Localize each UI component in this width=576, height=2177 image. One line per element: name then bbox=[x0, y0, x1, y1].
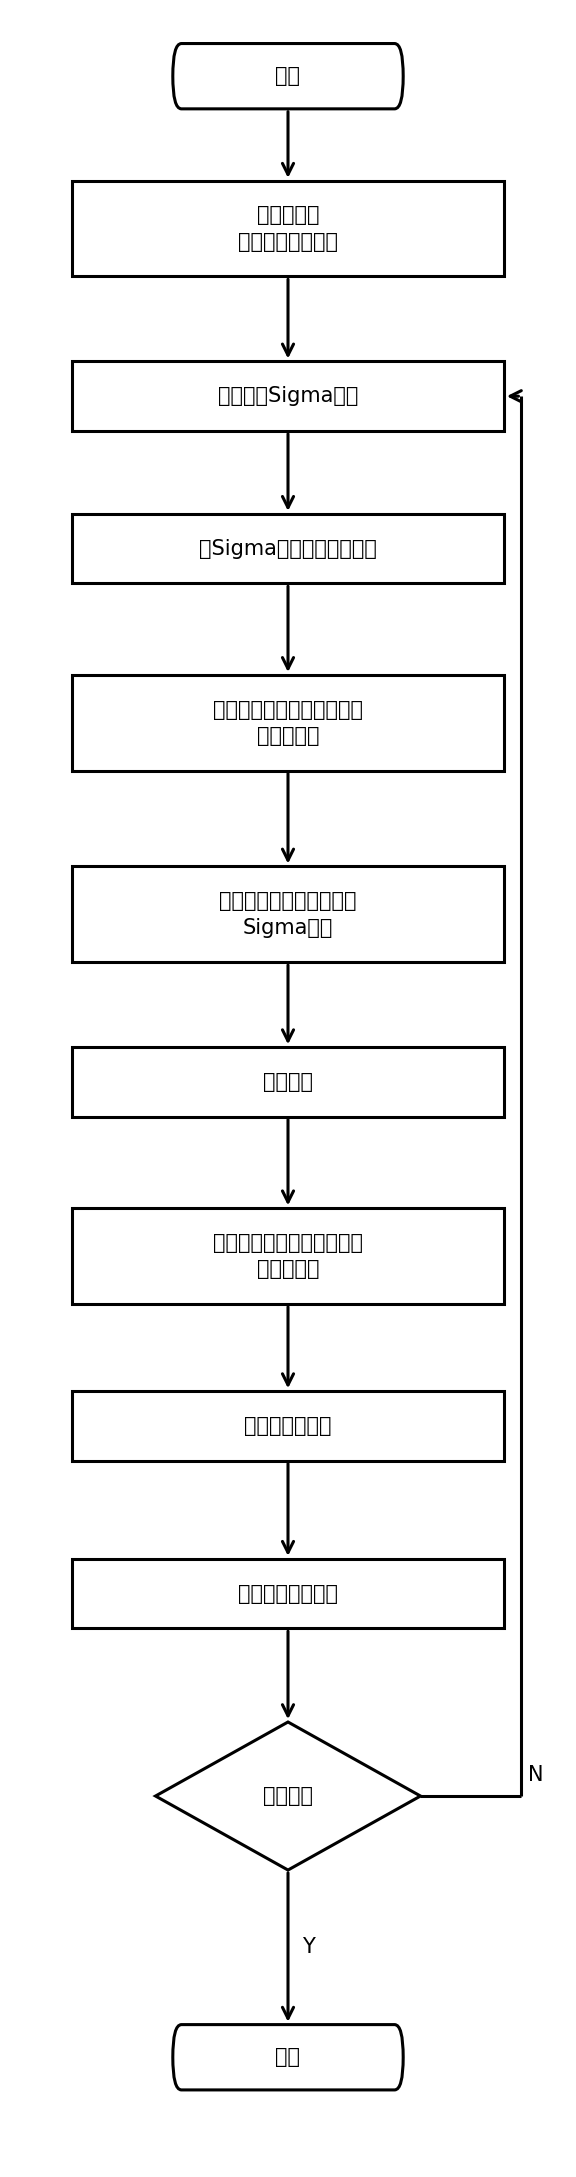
Bar bbox=[72, 1559, 504, 1628]
Text: 加权求和计算观测预测的均
值和协方差: 加权求和计算观测预测的均 值和协方差 bbox=[213, 1232, 363, 1280]
Text: Y: Y bbox=[302, 1938, 315, 1957]
Text: 计算卡尔曼增益: 计算卡尔曼增益 bbox=[244, 1415, 332, 1437]
Text: 根据预测值得到一组新的
Sigma点集: 根据预测值得到一组新的 Sigma点集 bbox=[219, 890, 357, 938]
Text: 对Sigma点集进行一步预测: 对Sigma点集进行一步预测 bbox=[199, 538, 377, 559]
Bar bbox=[72, 514, 504, 583]
Text: N: N bbox=[528, 1766, 544, 1785]
Bar bbox=[72, 181, 504, 276]
Bar bbox=[72, 1391, 504, 1461]
FancyBboxPatch shape bbox=[173, 44, 403, 109]
Bar bbox=[72, 361, 504, 431]
Bar bbox=[72, 866, 504, 962]
Text: 结束条件: 结束条件 bbox=[263, 1785, 313, 1807]
Bar bbox=[72, 675, 504, 771]
Text: 状态初始化
协方差矩阵初始化: 状态初始化 协方差矩阵初始化 bbox=[238, 205, 338, 253]
Polygon shape bbox=[156, 1722, 420, 1870]
Text: 开始: 开始 bbox=[275, 65, 301, 87]
Text: 获得一组Sigma点集: 获得一组Sigma点集 bbox=[218, 385, 358, 407]
Bar bbox=[72, 1208, 504, 1304]
Text: 状态和协方差更新: 状态和协方差更新 bbox=[238, 1583, 338, 1604]
Text: 观测预测: 观测预测 bbox=[263, 1071, 313, 1093]
FancyBboxPatch shape bbox=[173, 2025, 403, 2090]
Text: 结束: 结束 bbox=[275, 2046, 301, 2068]
Bar bbox=[72, 1047, 504, 1117]
Text: 加权求和计算状态预测的均
值和协方差: 加权求和计算状态预测的均 值和协方差 bbox=[213, 699, 363, 747]
